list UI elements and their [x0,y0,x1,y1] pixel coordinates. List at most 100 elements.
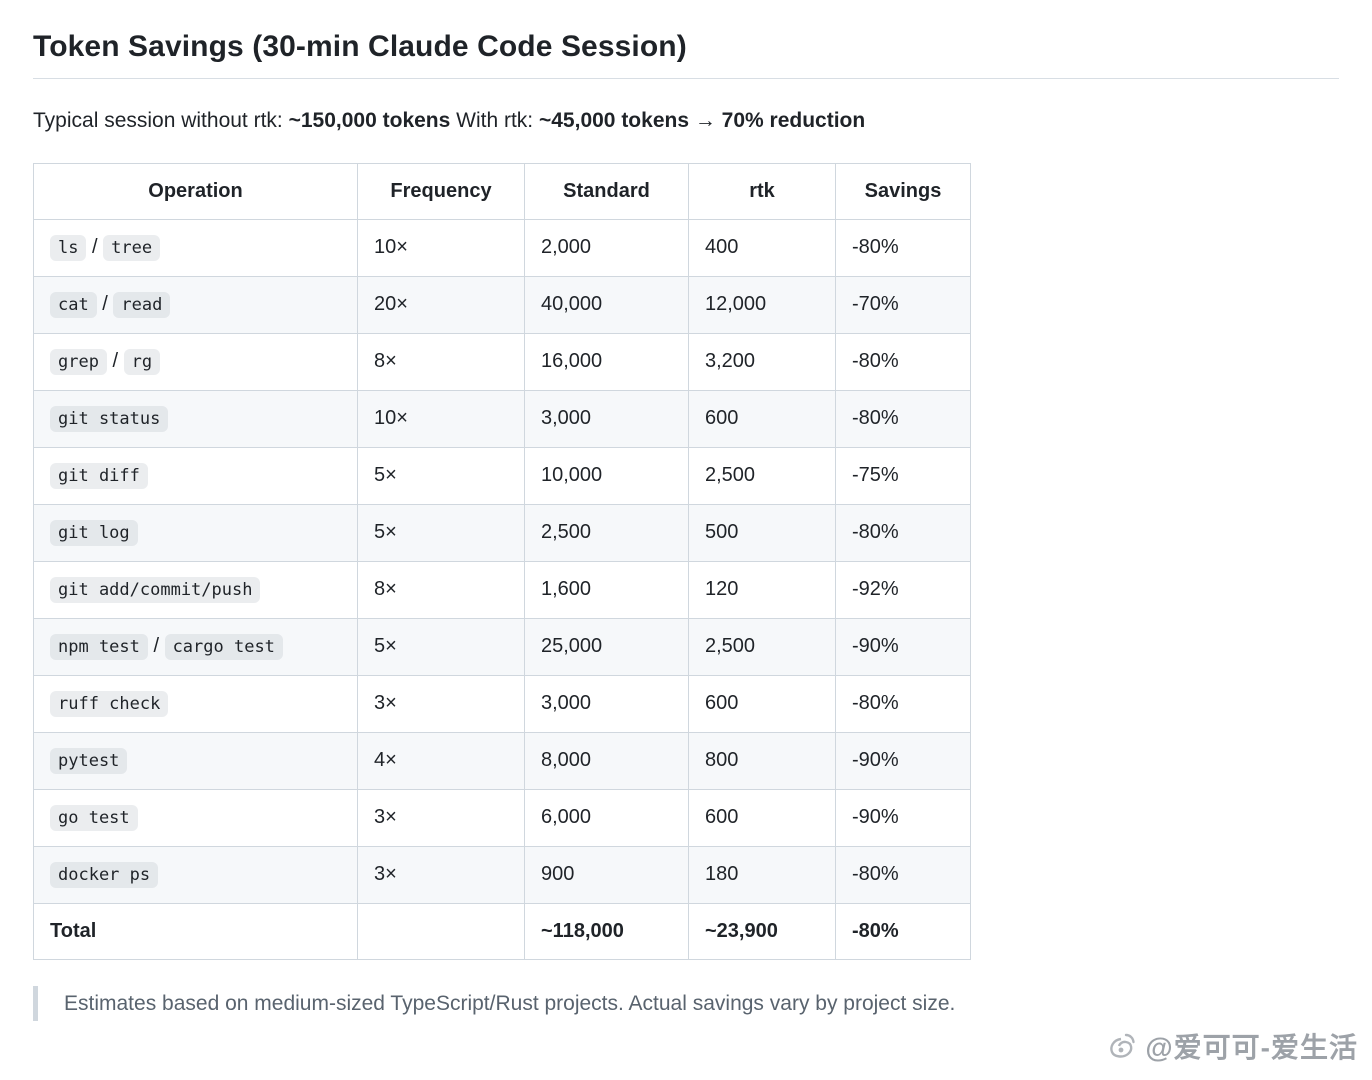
standard-cell: 10,000 [524,446,689,505]
table-row: git diff 5× 10,000 2,500 -75% [33,446,971,505]
column-header-frequency: Frequency [357,162,525,220]
watermark: @爱可可-爱生活 [1107,1026,1358,1066]
rtk-cell: 180 [688,845,836,904]
frequency-cell [357,902,525,960]
rtk-cell: 600 [688,788,836,847]
savings-cell: -90% [835,617,971,676]
operation-text: / [86,235,104,258]
column-header-operation: Operation [33,162,358,220]
operation-cell: grep / rg [33,332,358,391]
page-title: Token Savings (30-min Claude Code Sessio… [33,30,1339,79]
standard-cell: 25,000 [524,617,689,676]
frequency-cell: 20× [357,275,525,334]
table-row: grep / rg 8× 16,000 3,200 -80% [33,332,971,391]
operation-cell: cat / read [33,275,358,334]
operation-code-chip: cargo test [164,633,283,660]
operation-code-chip: go test [50,804,138,831]
table-total-row: Total ~118,000 ~23,900 -80% [33,902,971,960]
table-row: docker ps 3× 900 180 -80% [33,845,971,904]
operation-text: / [106,349,124,372]
intro-bold-segment: ~150,000 tokens [288,109,451,132]
frequency-cell: 5× [357,617,525,676]
operation-text: / [147,634,165,657]
savings-cell: -80% [835,845,971,904]
operation-text: Total [50,919,97,942]
table-header-row: Operation Frequency Standard rtk Savings [33,162,971,220]
intro-bold-segment: 70% reduction [721,109,866,132]
operation-cell: go test [33,788,358,847]
rtk-cell: 800 [688,731,836,790]
operation-cell: Total [33,902,358,960]
frequency-cell: 8× [357,332,525,391]
table-row: git log 5× 2,500 500 -80% [33,503,971,562]
operation-cell: ruff check [33,674,358,733]
frequency-cell: 3× [357,788,525,847]
savings-cell: -80% [835,332,971,391]
savings-cell: -80% [835,674,971,733]
operation-cell: pytest [33,731,358,790]
savings-cell: -80% [835,503,971,562]
standard-cell: ~118,000 [524,902,689,960]
intro-bold-segment: ~45,000 tokens [538,109,689,132]
frequency-cell: 5× [357,446,525,505]
standard-cell: 8,000 [524,731,689,790]
frequency-cell: 5× [357,503,525,562]
table-row: cat / read 20× 40,000 12,000 -70% [33,275,971,334]
rtk-cell: 500 [688,503,836,562]
rtk-cell: 400 [688,218,836,277]
operation-cell: npm test / cargo test [33,617,358,676]
rtk-cell: 120 [688,560,836,619]
operation-code-chip: ruff check [50,690,169,717]
standard-cell: 3,000 [524,674,689,733]
operation-code-chip: docker ps [50,861,159,888]
standard-cell: 16,000 [524,332,689,391]
standard-cell: 1,600 [524,560,689,619]
operation-text: / [96,292,114,315]
watermark-text: @爱可可-爱生活 [1145,1032,1358,1063]
column-header-rtk: rtk [688,162,836,220]
savings-cell: -80% [835,389,971,448]
operation-code-chip: read [113,291,171,318]
operation-code-chip: rg [123,348,161,375]
operation-code-chip: npm test [50,633,148,660]
operation-code-chip: ls [50,234,87,261]
operation-cell: git log [33,503,358,562]
standard-cell: 2,500 [524,503,689,562]
operation-code-chip: git status [50,405,169,432]
rtk-cell: 600 [688,674,836,733]
operation-cell: git diff [33,446,358,505]
standard-cell: 900 [524,845,689,904]
operation-cell: docker ps [33,845,358,904]
intro-segment: Typical session without rtk: [33,109,289,132]
operation-cell: git status [33,389,358,448]
operation-code-chip: git diff [50,462,148,489]
rtk-cell: 2,500 [688,446,836,505]
frequency-cell: 10× [357,218,525,277]
token-savings-table: Operation Frequency Standard rtk Savings ls … [33,162,971,960]
savings-cell: -80% [835,218,971,277]
savings-cell: -75% [835,446,971,505]
standard-cell: 40,000 [524,275,689,334]
column-header-standard: Standard [524,162,689,220]
table-row: git add/commit/push 8× 1,600 120 -92% [33,560,971,619]
table-row: ruff check 3× 3,000 600 -80% [33,674,971,733]
operation-code-chip: tree [103,234,161,261]
table-row: ls / tree 10× 2,000 400 -80% [33,218,971,277]
note-blockquote: Estimates based on medium-sized TypeScri… [33,985,1133,1021]
savings-cell: -92% [835,560,971,619]
frequency-cell: 4× [357,731,525,790]
frequency-cell: 8× [357,560,525,619]
rtk-cell: 12,000 [688,275,836,334]
standard-cell: 3,000 [524,389,689,448]
savings-cell: -90% [835,731,971,790]
table-row: pytest 4× 8,000 800 -90% [33,731,971,790]
standard-cell: 6,000 [524,788,689,847]
frequency-cell: 10× [357,389,525,448]
frequency-cell: 3× [357,845,525,904]
weibo-icon [1107,1031,1137,1061]
rtk-cell: ~23,900 [688,902,836,960]
intro-bold-segment: → [689,109,722,132]
table-row: npm test / cargo test 5× 25,000 2,500 -90% [33,617,971,676]
table-row: git status 10× 3,000 600 -80% [33,389,971,448]
rtk-cell: 3,200 [688,332,836,391]
